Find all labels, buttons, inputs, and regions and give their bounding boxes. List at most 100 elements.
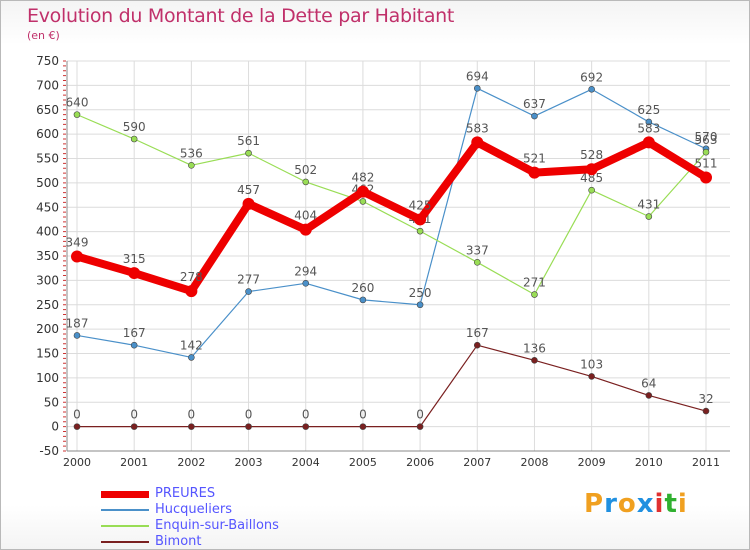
y-tick-label: 400 [36,225,59,239]
series-line-hucqueliers [76,87,707,358]
data-point [702,148,710,156]
legend-label: Hucqueliers [155,502,232,517]
x-tick-label: 2006 [406,456,434,469]
data-point [473,85,481,92]
legend-label: Bimont [155,534,202,549]
data-point [359,296,367,304]
series-line-preures [75,138,709,296]
data-point [185,285,198,298]
y-tick-label: 150 [36,347,59,361]
data-label: 637 [523,97,546,111]
data-label: 64 [641,376,656,390]
x-tick-label: 2007 [463,456,491,469]
data-label: 482 [351,171,374,185]
data-label: 0 [416,408,424,422]
data-label: 167 [123,326,146,340]
x-tick-label: 2011 [692,456,720,469]
data-point [528,166,541,179]
data-label: 640 [66,96,89,110]
data-point [588,85,595,93]
y-tick-label: 600 [36,127,59,141]
x-tick-label: 2000 [63,456,91,469]
data-label: 0 [130,408,138,422]
data-label: 337 [466,243,489,257]
logo-letter: o [617,489,637,519]
data-point [645,213,653,220]
data-label: 694 [466,69,489,83]
data-point [128,267,141,280]
data-label: 32 [698,392,713,406]
chart-title: Evolution du Montant de la Dette par Hab… [27,5,455,27]
data-point [302,178,310,186]
data-label: 0 [188,408,196,422]
x-tick-label: 2008 [520,456,548,469]
data-point [245,288,252,295]
data-point [188,423,195,430]
data-label: 315 [123,252,146,266]
data-label: 590 [123,120,146,134]
y-tick-label: 350 [36,249,59,263]
data-point [245,423,252,430]
data-point [73,111,81,118]
data-point [531,291,538,298]
logo-letter: x [636,489,655,519]
data-point [531,357,538,364]
data-point [588,373,595,380]
data-label: 260 [351,281,374,295]
data-point [302,279,310,287]
data-label: 278 [180,270,203,284]
logo-letter: i [677,489,688,519]
data-label: 511 [695,157,718,171]
data-point [245,149,252,157]
data-point [130,341,138,349]
data-point [416,227,424,235]
data-point [473,341,481,349]
data-point [700,171,712,184]
data-point [414,213,427,226]
y-tick-label: 100 [36,371,59,385]
series-line-enquin-sur-baillons [76,114,707,296]
data-label: 142 [180,338,203,352]
data-point [302,423,310,430]
data-label: 0 [245,408,253,422]
y-tick-label: 450 [36,200,59,214]
y-tick-label: 500 [36,176,59,190]
data-label: 136 [523,341,546,355]
data-label: 294 [294,264,317,278]
data-label: 0 [73,408,81,422]
y-tick-label: -50 [39,444,59,458]
data-label: 563 [695,133,718,147]
legend-swatch [101,509,149,511]
data-label: 404 [294,209,317,223]
data-label: 457 [237,183,260,197]
x-tick-label: 2002 [177,456,205,469]
x-tick-label: 2005 [349,456,377,469]
y-tick-label: 50 [44,395,59,409]
legend-label: Enquin-sur-Baillons [155,518,279,533]
y-tick-label: 0 [51,420,59,434]
data-label: 502 [294,163,317,177]
data-point [73,423,81,430]
legend-swatch [101,541,149,543]
data-label: 485 [580,171,603,185]
y-tick-label: 550 [36,152,59,166]
legend-swatch [101,525,149,527]
data-point [416,423,424,430]
data-label: 570 [695,130,718,144]
data-label: 167 [466,326,489,340]
data-point [645,118,653,126]
y-tick-label: 300 [36,273,59,287]
data-label: 583 [637,121,660,135]
chart-unit-label: (en €) [27,29,60,42]
data-point [642,136,655,149]
data-label: 583 [466,121,489,135]
data-label: 250 [409,286,432,300]
data-label: 277 [237,273,260,287]
data-point [702,407,710,415]
series-line-bimont [77,344,707,428]
legend-label: PREURES [155,486,216,501]
data-point [73,332,81,339]
data-point [71,250,83,263]
data-point [242,197,255,210]
